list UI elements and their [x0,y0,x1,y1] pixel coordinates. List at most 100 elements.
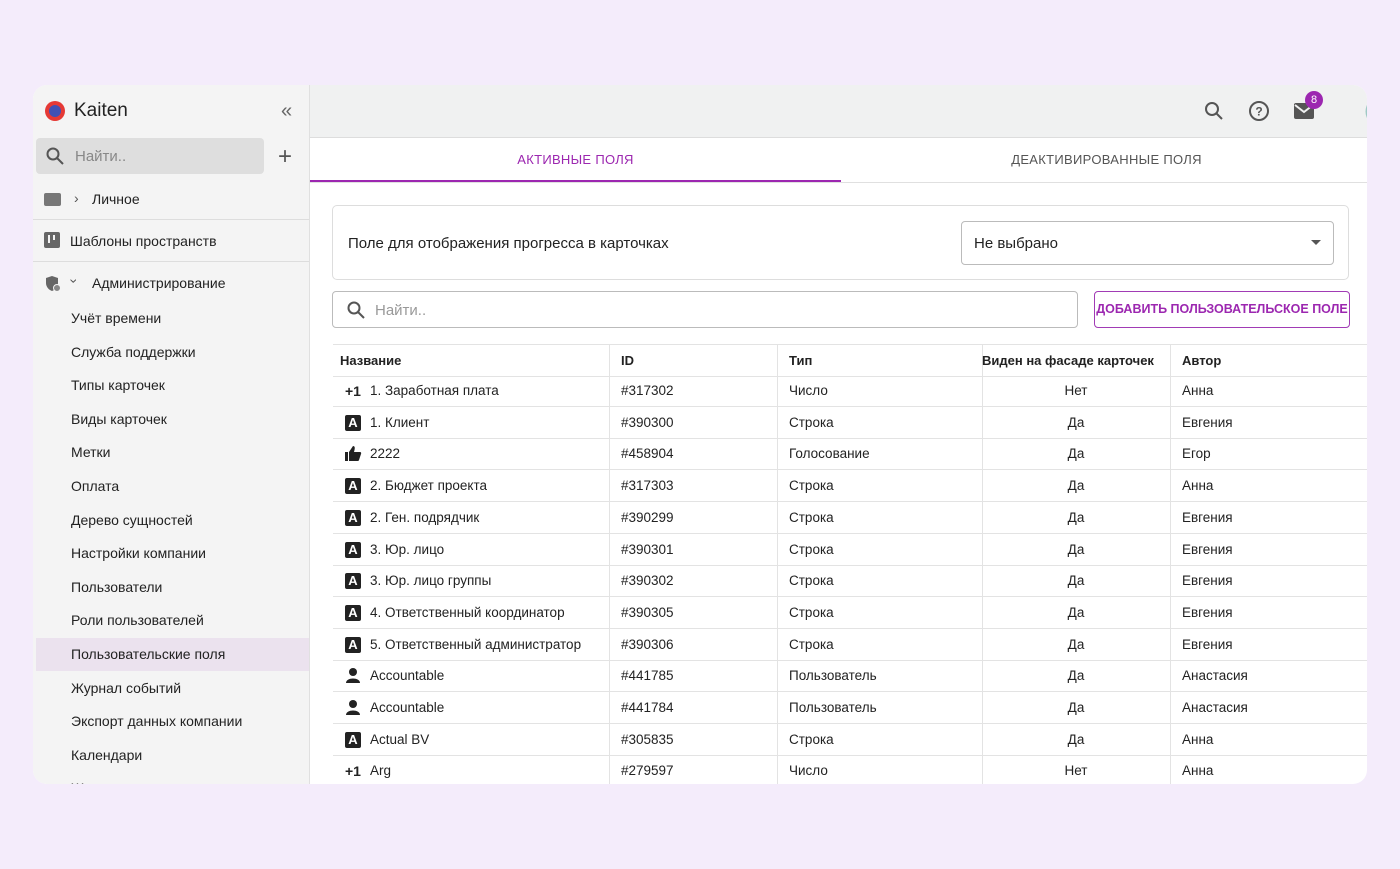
column-divider [982,470,983,502]
field-icon: +1 [345,383,361,399]
column-divider [777,692,778,723]
field-search[interactable]: Найти.. [332,291,1078,328]
cell: 2222 [370,446,401,462]
nav-item[interactable]: Журнал аудита [71,780,170,784]
search-box[interactable]: Найти.. [36,138,264,174]
table-row[interactable]: A 3. Юр. лицо группы #390302 Строка Да Евгени… [333,565,1367,598]
progress-select[interactable]: Не выбрано [961,221,1334,265]
column-divider [982,660,983,692]
table-row[interactable]: Accountable #441785 Пользователь Да Анастаси… [333,660,1367,693]
table-row[interactable]: 2222 #458904 Голосование Да Егор [333,438,1367,471]
cell: Строка [789,541,834,557]
column-divider [777,501,778,533]
collapse-button[interactable]: « [281,100,293,122]
column-divider [777,596,778,628]
nav-admin[interactable]: Администрирование [92,275,226,291]
nav-item[interactable]: Пользовательские поля [71,646,226,662]
table-row[interactable]: A 2. Ген. подрядчик #390299 Строка Да Евгения [333,501,1367,534]
cell: #390301 [621,541,674,557]
table-row[interactable]: A Actual BV #305835 Строка Да Анна [333,723,1367,756]
column-divider [1170,692,1171,723]
tab[interactable]: ДЕАКТИВИРОВАННЫЕ ПОЛЯ [1011,152,1202,167]
cell: Arg [370,763,392,779]
nav-item[interactable]: Типы карточек [71,377,165,394]
cell: Число [789,383,828,398]
add-field-button[interactable]: ДОБАВИТЬ ПОЛЬЗОВАТЕЛЬСКОЕ ПОЛЕ [1094,291,1350,328]
column-divider [982,345,983,376]
column-divider [777,438,778,470]
cell: Accountable [370,668,445,684]
nav-personal[interactable]: Личное [92,191,140,207]
column-divider [982,406,983,438]
column-divider [982,375,983,406]
field-icon: A [345,573,361,590]
cell: #441784 [621,700,674,715]
cell: Да [1067,636,1085,652]
nav-item[interactable]: Роли пользователей [71,612,204,629]
column-divider [982,628,983,660]
cell: 1. Заработная плата [370,383,499,398]
cell: 3. Юр. лицо [370,541,445,557]
cell: Строка [789,509,834,525]
table-row[interactable]: A 2. Бюджет проекта #317303 Строка Да Анна [333,470,1367,503]
column-divider [1170,345,1171,376]
table-row[interactable]: Accountable #441784 Пользователь Да Анастаси… [333,692,1367,724]
field-icon: A [345,478,361,495]
column-divider [1170,723,1171,755]
field-icon: A [345,509,361,526]
progress-label: Поле для отображения прогресса в карточк… [348,235,669,252]
column-divider [609,375,610,406]
add-button[interactable]: + [278,143,293,170]
column-divider [777,533,778,565]
nav-item[interactable]: Служба поддержки [71,343,196,360]
nav-item[interactable]: Оплата [71,478,120,494]
column-divider [1170,755,1171,784]
column-divider [1170,533,1171,565]
table-row[interactable]: A 3. Юр. лицо #390301 Строка Да Евгения [333,533,1367,566]
nav-item[interactable]: Учёт времени [71,310,162,326]
cell: Анастасия [1182,700,1248,715]
table-row[interactable]: A 1. Клиент #390300 Строка Да Евгения [333,406,1367,439]
table-row[interactable]: A 4. Ответственный координатор #390305 Стро… [333,596,1367,629]
table-row[interactable]: +1 1. Заработная плата #317302 Число Нет Анна [333,375,1367,407]
search-button[interactable] [1204,101,1224,121]
column-divider [777,345,778,376]
column-divider [777,755,778,784]
tab[interactable]: АКТИВНЫЕ ПОЛЯ [310,138,841,182]
column-divider [609,660,610,692]
separator [33,219,309,220]
column-divider [982,723,983,755]
cell: Строка [789,604,834,620]
cell: Евгения [1182,636,1233,652]
avatar[interactable] [1365,96,1367,127]
nav-item[interactable]: Экспорт данных компании [71,713,243,730]
cell: #317303 [621,478,674,494]
cell: Строка [789,478,834,494]
cell: Нет [1064,763,1088,779]
nav-item[interactable]: Виды карточек [71,410,167,427]
nav-item[interactable]: Пользователи [71,578,163,595]
cell: Строка [789,731,834,747]
column-divider [609,628,610,660]
column-divider [982,533,983,565]
cell: Анна [1182,763,1214,779]
column-divider [982,755,983,784]
nav-item[interactable]: Дерево сущностей [71,511,193,528]
search-placeholder: Найти.. [375,302,427,319]
nav-item[interactable]: Метки [71,444,111,461]
field-icon [344,667,362,690]
progress-panel: Поле для отображения прогресса в карточк… [332,205,1349,280]
nav-item[interactable]: Журнал событий [71,679,182,696]
table-row[interactable]: A 5. Ответственный администратор #390306 Ст… [333,628,1367,661]
table-row[interactable]: +1 Arg #279597 Число Нет Анна [333,755,1367,784]
cell: Евгения [1182,414,1233,430]
svg-text:?: ? [1255,105,1262,119]
nav-templates[interactable]: Шаблоны пространств [70,233,217,249]
column-divider [777,660,778,692]
column-divider [609,406,610,438]
nav-item[interactable]: Календари [71,746,143,763]
cell: Анна [1182,383,1214,398]
help-button[interactable]: ? [1248,100,1270,122]
nav-item[interactable]: Настройки компании [71,545,206,562]
field-icon: A [345,604,361,621]
